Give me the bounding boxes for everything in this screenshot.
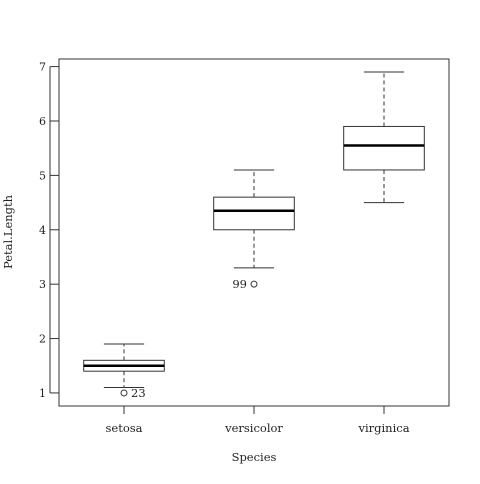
y-axis-title: Petal.Length xyxy=(1,194,15,269)
box-iqr xyxy=(343,125,425,171)
y-tick-label: 7 xyxy=(39,61,46,74)
y-tick-label: 4 xyxy=(39,224,46,237)
y-tick-label: 3 xyxy=(39,278,46,291)
box-virginica xyxy=(343,71,425,204)
box-group: 23 99 xyxy=(83,71,425,400)
outlier-label: 23 xyxy=(131,386,146,400)
box-iqr xyxy=(213,196,295,231)
box-versicolor: 99 xyxy=(213,169,295,291)
x-tick-label: virginica xyxy=(357,421,409,435)
outlier-point xyxy=(120,389,128,397)
y-axis: 1 2 3 4 5 6 7 xyxy=(39,61,59,400)
outlier-point xyxy=(250,280,258,288)
x-axis-title: Species xyxy=(232,450,277,464)
y-tick-label: 5 xyxy=(39,169,46,182)
x-tick-label: versicolor xyxy=(224,421,283,435)
outlier-label: 99 xyxy=(232,277,247,291)
box-setosa: 23 xyxy=(83,343,165,400)
y-tick-label: 6 xyxy=(39,115,46,128)
y-tick-label: 1 xyxy=(39,387,46,400)
x-axis: setosa versicolor virginica xyxy=(105,405,410,435)
y-tick-label: 2 xyxy=(39,333,46,346)
x-tick-label: setosa xyxy=(105,421,142,435)
